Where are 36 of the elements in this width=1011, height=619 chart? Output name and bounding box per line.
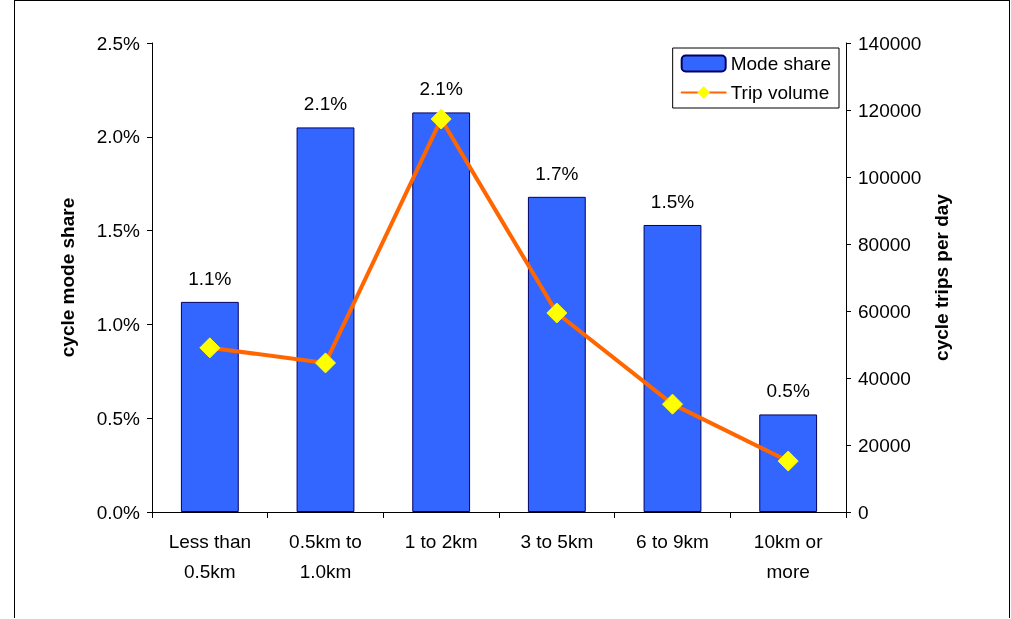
bar (759, 414, 818, 512)
data-label: 1.1% (188, 267, 232, 289)
y2-tick-label: 20000 (858, 434, 911, 456)
legend-label: Mode share (730, 53, 832, 74)
legend-label: Trip volume (730, 82, 830, 103)
x-tick-label: 1 to 2km (404, 530, 478, 552)
y-tick-label: 0.5% (96, 407, 141, 429)
y2-tick-label: 0 (858, 501, 869, 523)
x-tick-label: Less than 0.5km (168, 530, 252, 582)
data-label: 1.7% (535, 162, 579, 184)
bar (643, 224, 702, 512)
y2-tick-label: 40000 (858, 367, 911, 389)
y2-tick-label: 120000 (858, 99, 922, 121)
y-tick-label: 2.0% (96, 126, 141, 148)
bar (296, 127, 355, 512)
bar (412, 112, 471, 512)
data-label: 1.5% (650, 190, 695, 212)
y2-tick-label: 80000 (858, 233, 911, 255)
y-tick-label: 2.5% (96, 32, 141, 54)
y2-axis-title: cycle trips per day (931, 193, 953, 361)
x-tick-label: 6 to 9km (636, 530, 709, 552)
y-tick-label: 0.0% (96, 501, 141, 523)
data-label: 2.1% (419, 78, 463, 100)
y-tick-label: 1.0% (96, 313, 141, 335)
y2-tick-label: 60000 (858, 300, 911, 322)
x-tick-label: 0.5km to 1.0km (289, 530, 362, 582)
y-axis-title: cycle mode share (57, 197, 78, 358)
y-tick-label: 1.5% (96, 220, 141, 242)
data-label: 2.1% (303, 93, 348, 115)
x-tick-label: 3 to 5km (520, 530, 594, 552)
bar (527, 196, 586, 512)
data-label: 0.5% (766, 380, 810, 402)
y2-tick-label: 100000 (858, 166, 922, 188)
y2-tick-label: 140000 (858, 32, 922, 54)
bar (180, 301, 239, 512)
x-tick-label: 10km or more (753, 530, 824, 582)
